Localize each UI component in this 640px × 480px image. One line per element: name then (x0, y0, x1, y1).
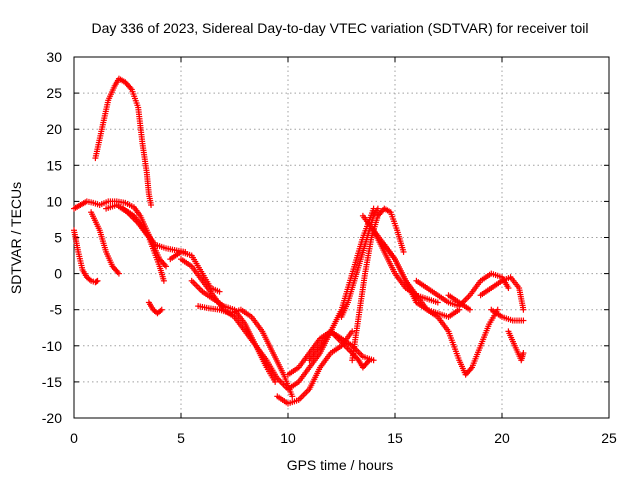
series-arc-w (505, 328, 527, 364)
data-points (71, 75, 527, 407)
series-arc-i (188, 277, 279, 385)
y-tick-label: 20 (46, 121, 62, 137)
data-point (520, 350, 527, 357)
series-arc-k (274, 328, 356, 407)
y-tick-label: 5 (54, 230, 62, 246)
x-tick-label: 20 (494, 430, 510, 446)
series-arc-r (381, 241, 501, 378)
data-point (505, 285, 512, 292)
x-tick-label: 25 (601, 430, 617, 446)
y-axis-label: SDTVAR / TECUs (8, 182, 24, 294)
y-tick-label: 25 (46, 85, 62, 101)
data-point (466, 306, 473, 313)
series-arc-peak (92, 75, 155, 209)
data-point (148, 202, 155, 209)
grid (74, 57, 609, 418)
y-axis: -20 -15 -10 -5 0 5 10 15 20 25 30 (42, 49, 609, 426)
series-arc-v (488, 306, 527, 324)
data-point (160, 277, 167, 284)
data-point (366, 357, 373, 364)
data-point (434, 299, 441, 306)
x-tick-label: 15 (387, 430, 403, 446)
data-point (93, 278, 100, 285)
data-point (349, 328, 356, 335)
data-point (272, 378, 279, 385)
data-point (520, 306, 527, 313)
data-point (115, 270, 122, 277)
y-tick-label: 15 (46, 157, 62, 173)
series-arc-c (88, 209, 122, 277)
y-tick-label: 10 (46, 193, 62, 209)
series-arc-b (71, 227, 101, 286)
series-arc-o (349, 205, 407, 364)
series-arc-e (120, 205, 189, 255)
y-tick-label: -5 (50, 302, 63, 318)
x-tick-label: 0 (70, 430, 78, 446)
x-tick-label: 10 (280, 430, 296, 446)
series-arc-n (338, 205, 381, 320)
data-point (216, 288, 223, 295)
data-point (374, 205, 381, 212)
y-tick-label: 30 (46, 49, 62, 65)
y-tick-label: 0 (54, 266, 62, 282)
series-arc-j (195, 303, 296, 400)
series-arc-t (445, 292, 473, 313)
data-point (520, 317, 527, 324)
y-tick-label: -20 (42, 410, 62, 426)
x-axis: 0 5 10 15 20 25 (70, 57, 617, 446)
data-point (163, 263, 170, 270)
x-axis-label: GPS time / hours (287, 457, 394, 473)
data-point (289, 393, 296, 400)
series-arc-u (477, 274, 527, 313)
x-tick-label: 5 (177, 430, 185, 446)
data-point (158, 306, 165, 313)
data-point (400, 248, 407, 255)
y-tick-label: -15 (42, 374, 62, 390)
series-arc-f (145, 299, 165, 317)
chart-title: Day 336 of 2023, Sidereal Day-to-day VTE… (92, 20, 589, 36)
y-tick-label: -10 (42, 338, 62, 354)
data-point (94, 277, 101, 284)
